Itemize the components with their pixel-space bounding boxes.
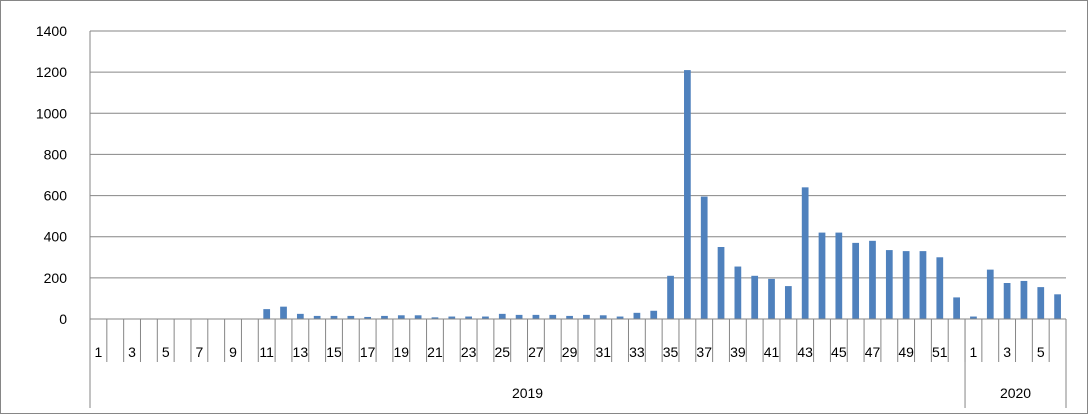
y-tick-label: 600: [44, 188, 68, 204]
x-tick-label: 47: [865, 344, 881, 360]
bar: [364, 316, 372, 319]
y-tick-label: 0: [59, 311, 67, 327]
x-tick-label: 25: [494, 344, 510, 360]
y-tick-label: 800: [44, 146, 68, 162]
y-tick-label: 1400: [36, 23, 67, 39]
bar: [330, 315, 338, 319]
bar: [482, 316, 489, 319]
bar: [919, 251, 927, 319]
x-tick-label: 41: [764, 344, 780, 360]
x-tick-label: 1: [95, 344, 103, 360]
x-tick-label: 1: [970, 344, 978, 360]
y-tick-label: 200: [44, 270, 68, 286]
bar: [953, 297, 960, 319]
bar: [347, 315, 355, 319]
x-tick-label: 49: [898, 344, 914, 360]
x-tick-label: 3: [1003, 344, 1011, 360]
x-tick-label: 39: [730, 344, 746, 360]
x-tick-label: 21: [427, 344, 443, 360]
x-tick-label: 51: [932, 344, 948, 360]
x-tick-label: 19: [394, 344, 410, 360]
bar: [583, 314, 590, 319]
bar: [498, 313, 506, 319]
bar: [566, 315, 573, 319]
bar: [650, 310, 658, 319]
x-tick-label: 5: [1037, 344, 1045, 360]
x-group-label: 2019: [512, 385, 543, 401]
y-axis: 0 200 400 600 800 1000 1200 1400: [36, 23, 91, 327]
bar: [986, 269, 994, 319]
bar: [1054, 294, 1061, 319]
x-tick-label: 35: [663, 344, 679, 360]
bar: [633, 312, 641, 319]
x-tick-label: 31: [595, 344, 611, 360]
x-tick-label: 11: [259, 344, 274, 360]
x-tick-label: 27: [528, 344, 544, 360]
bar: [734, 266, 742, 319]
bar: [296, 313, 304, 319]
bar: [549, 314, 557, 319]
bar: [667, 275, 674, 319]
bar: [835, 232, 843, 319]
bar: [717, 247, 725, 319]
bar: [852, 242, 860, 319]
x-tick-label: 15: [326, 344, 342, 360]
x-tick-label: 3: [128, 344, 136, 360]
y-tick-label: 1200: [36, 64, 67, 80]
bar: [1003, 283, 1011, 319]
x-tick-label: 37: [696, 344, 712, 360]
bar: [869, 240, 876, 319]
bar: [936, 257, 944, 319]
x-tick-label: 5: [162, 344, 170, 360]
bar: [599, 315, 607, 319]
bar: [515, 314, 523, 319]
bar: [280, 306, 287, 319]
bar: [768, 278, 775, 319]
bar: [751, 275, 759, 319]
x-tick-label: 23: [461, 344, 477, 360]
y-tick-label: 1000: [36, 105, 67, 121]
bar: [1020, 280, 1028, 319]
bar: [902, 251, 910, 319]
x-tick-label: 9: [229, 344, 237, 360]
bar: [414, 315, 422, 319]
bar: [1037, 287, 1045, 319]
bar: [381, 315, 388, 319]
bars: [263, 70, 1061, 319]
bar: [818, 232, 826, 319]
bar: [801, 187, 809, 319]
bar: [700, 196, 708, 319]
bar: [616, 316, 624, 319]
x-tick-label: 13: [293, 344, 309, 360]
x-tick-label: 33: [629, 344, 645, 360]
x-tick-label: 17: [360, 344, 376, 360]
bar: [465, 316, 472, 319]
bar: [885, 250, 893, 319]
bar: [263, 309, 271, 319]
bar: [313, 315, 321, 319]
bar: [397, 315, 405, 319]
x-axis: 1 3 5 7 9 11 13 15 17 19 21 23 25 27 29 31 33 35 37 39 41 43 4…: [89, 318, 1067, 408]
bar: [970, 316, 977, 319]
y-tick-label: 400: [44, 229, 68, 245]
bar: [448, 316, 456, 319]
bar: [431, 317, 439, 319]
x-tick-label: 7: [195, 344, 203, 360]
bar: [784, 286, 792, 319]
x-group-label: 2020: [1000, 385, 1031, 401]
bar: [684, 70, 691, 319]
x-tick-label: 43: [797, 344, 813, 360]
bar: [532, 314, 540, 319]
x-tick-label: 29: [562, 344, 578, 360]
x-tick-label: 45: [831, 344, 847, 360]
